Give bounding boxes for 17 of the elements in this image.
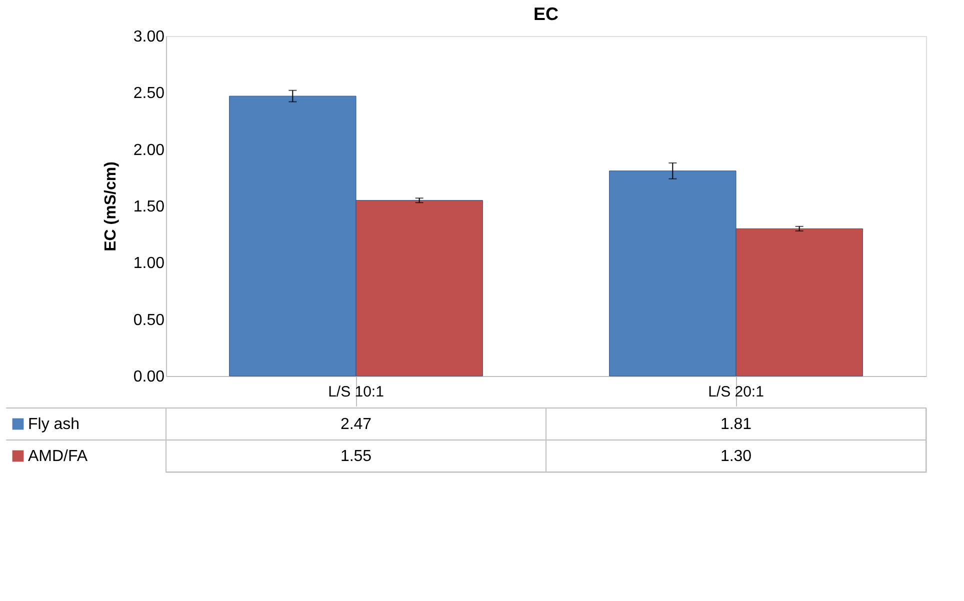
y-tick-label: 2.50 xyxy=(133,85,165,102)
y-tick-label: 1.50 xyxy=(133,198,165,216)
y-tick-label: 1.00 xyxy=(133,255,165,272)
data-label: 1.55 xyxy=(340,448,372,465)
y-tick-label: 0.50 xyxy=(133,312,165,329)
x-tick-label: L/S 10:1 xyxy=(328,384,384,400)
y-axis-title: EC (mS/cm) xyxy=(102,162,120,252)
data-label: 1.81 xyxy=(720,416,752,433)
legend-label: AMD/FA xyxy=(28,448,88,465)
y-tick-label: 2.00 xyxy=(133,142,165,159)
y-tick-label: 0.00 xyxy=(133,368,165,386)
data-label: 2.47 xyxy=(340,416,372,433)
data-label: 1.30 xyxy=(720,448,752,465)
chart-title: EC xyxy=(533,4,559,24)
legend-label: Fly ash xyxy=(28,416,80,433)
y-tick-label: 3.00 xyxy=(133,28,165,46)
x-tick-label: L/S 20:1 xyxy=(708,384,764,400)
